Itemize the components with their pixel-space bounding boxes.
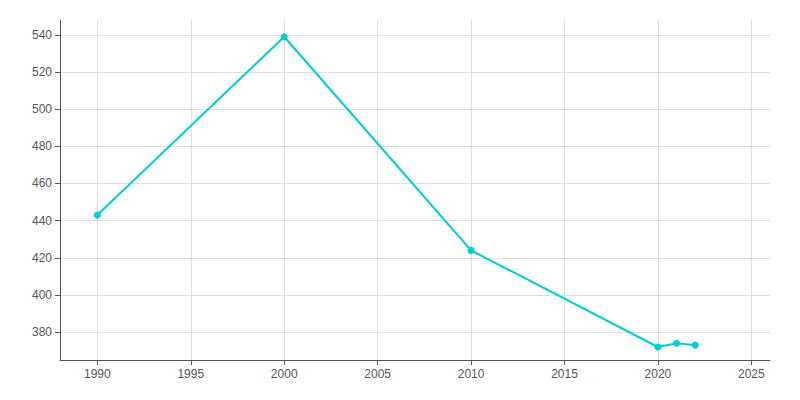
svg-text:460: 460 <box>32 176 52 190</box>
svg-text:420: 420 <box>32 251 52 265</box>
svg-text:2020: 2020 <box>645 367 672 381</box>
svg-text:540: 540 <box>32 28 52 42</box>
svg-text:1990: 1990 <box>84 367 111 381</box>
svg-text:2005: 2005 <box>364 367 391 381</box>
svg-text:400: 400 <box>32 288 52 302</box>
svg-text:1995: 1995 <box>177 367 204 381</box>
svg-text:2010: 2010 <box>458 367 485 381</box>
svg-text:440: 440 <box>32 214 52 228</box>
svg-text:2000: 2000 <box>271 367 298 381</box>
svg-text:500: 500 <box>32 102 52 116</box>
svg-text:480: 480 <box>32 139 52 153</box>
svg-text:380: 380 <box>32 325 52 339</box>
svg-text:520: 520 <box>32 65 52 79</box>
svg-text:2015: 2015 <box>551 367 578 381</box>
svg-text:2025: 2025 <box>738 367 765 381</box>
